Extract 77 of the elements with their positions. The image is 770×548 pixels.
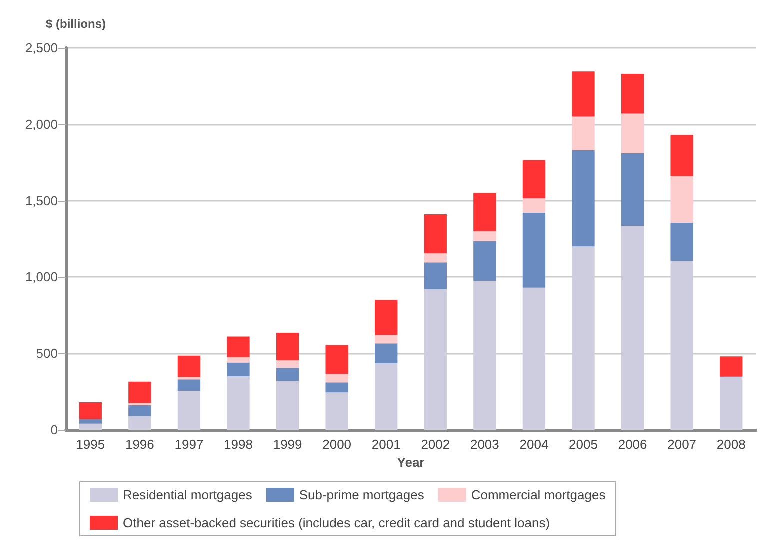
- legend-label: Commercial mortgages: [471, 488, 606, 502]
- bar: [424, 214, 447, 254]
- bar: [572, 116, 595, 150]
- x-tick-label: 2008: [716, 437, 746, 452]
- x-tick-label: 2006: [618, 437, 648, 452]
- y-tick-label: 0: [50, 422, 58, 438]
- bar: [178, 356, 201, 378]
- x-tick-label: 2007: [668, 437, 697, 452]
- bar: [572, 246, 595, 430]
- bar: [572, 72, 595, 117]
- bar: [424, 289, 447, 430]
- y-tick-label: 500: [36, 346, 58, 362]
- bar: [670, 176, 694, 223]
- bar: [227, 336, 250, 358]
- bar: [670, 135, 694, 176]
- x-tick-label: 2000: [322, 437, 352, 452]
- x-axis-title: Year: [397, 455, 425, 470]
- bar: [79, 419, 102, 424]
- x-tick-label: 2005: [569, 437, 598, 452]
- bar: [128, 416, 152, 430]
- x-tick-label: 2002: [421, 437, 450, 452]
- bar: [128, 406, 152, 416]
- bar: [227, 376, 250, 430]
- x-tick-label: 1996: [125, 437, 154, 452]
- bar: [670, 222, 694, 262]
- bar: [720, 377, 743, 430]
- bar: [178, 391, 201, 430]
- x-tick-label: 2003: [470, 437, 500, 452]
- bar: [326, 382, 348, 393]
- bar: [227, 357, 250, 363]
- bar: [474, 241, 496, 282]
- y-tick-label: 1,500: [25, 193, 58, 208]
- bar: [720, 356, 743, 377]
- bar: [326, 374, 348, 383]
- y-axis-title: $ (billions): [46, 17, 106, 31]
- bar: [522, 198, 546, 214]
- bar: [621, 74, 644, 114]
- y-tick-label: 2,000: [25, 116, 58, 132]
- bar: [227, 362, 250, 377]
- bar: [178, 380, 201, 392]
- bar: [79, 402, 102, 420]
- bar: [276, 332, 300, 360]
- bar: [474, 281, 496, 430]
- x-tick-label: 1997: [174, 437, 204, 452]
- bar: [424, 262, 447, 290]
- bar: [621, 114, 644, 154]
- y-tick-label: 2,500: [25, 40, 58, 56]
- bar: [474, 231, 496, 242]
- bar: [326, 392, 348, 430]
- bar: [375, 335, 398, 344]
- bar: [276, 368, 300, 382]
- x-tick-label: 2004: [520, 437, 549, 452]
- y-tick-label: 1,000: [25, 270, 58, 285]
- bar: [424, 254, 447, 263]
- bar: [326, 345, 348, 374]
- legend-label: Other asset-backed securities (includes car, credit card and student loans): [123, 516, 550, 530]
- bar: [522, 288, 546, 430]
- x-tick-label: 2001: [372, 437, 401, 452]
- bar: [375, 344, 398, 364]
- bar: [276, 381, 300, 430]
- bar: [128, 382, 152, 404]
- x-tick-label: 1999: [273, 437, 302, 452]
- bar: [621, 226, 644, 430]
- bar: [79, 424, 102, 430]
- x-tick-label: 1998: [224, 437, 253, 452]
- bar: [375, 300, 398, 336]
- bar: [276, 360, 300, 368]
- legend-label: Residential mortgages: [123, 488, 253, 502]
- x-tick-label: 1995: [76, 437, 106, 452]
- bar: [572, 150, 595, 247]
- bar: [375, 364, 398, 430]
- bar: [522, 213, 546, 288]
- bar: [670, 261, 694, 430]
- bar: [522, 160, 546, 199]
- bar: [621, 153, 644, 226]
- legend-label: Sub-prime mortgages: [299, 488, 425, 502]
- bar: [474, 193, 496, 232]
